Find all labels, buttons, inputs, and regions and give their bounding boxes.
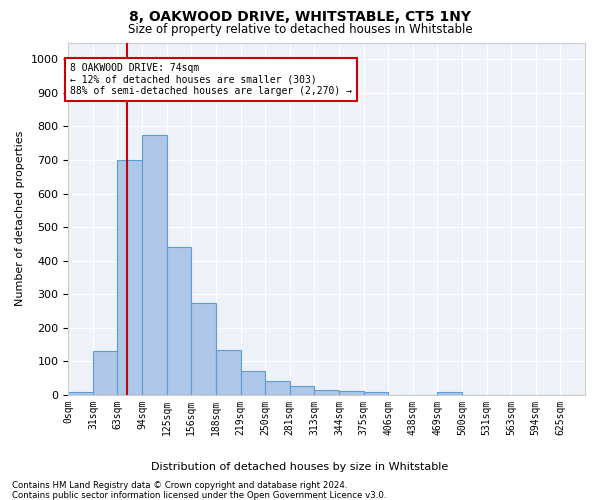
- Bar: [191, 302, 216, 395]
- Bar: [339, 391, 364, 395]
- Bar: [290, 386, 314, 395]
- Bar: [265, 382, 290, 395]
- Text: Size of property relative to detached houses in Whitstable: Size of property relative to detached ho…: [128, 22, 472, 36]
- Text: Contains HM Land Registry data © Crown copyright and database right 2024.: Contains HM Land Registry data © Crown c…: [12, 481, 347, 490]
- Bar: [314, 390, 339, 395]
- Bar: [364, 392, 388, 395]
- Bar: [216, 350, 241, 395]
- Text: Contains public sector information licensed under the Open Government Licence v3: Contains public sector information licen…: [12, 491, 386, 500]
- Bar: [118, 160, 142, 395]
- Bar: [241, 372, 265, 395]
- Bar: [68, 392, 93, 395]
- Text: Distribution of detached houses by size in Whitstable: Distribution of detached houses by size …: [151, 462, 449, 472]
- Text: 8, OAKWOOD DRIVE, WHITSTABLE, CT5 1NY: 8, OAKWOOD DRIVE, WHITSTABLE, CT5 1NY: [129, 10, 471, 24]
- Bar: [167, 247, 191, 395]
- Bar: [142, 135, 167, 395]
- Bar: [93, 352, 118, 395]
- Text: 8 OAKWOOD DRIVE: 74sqm
← 12% of detached houses are smaller (303)
88% of semi-de: 8 OAKWOOD DRIVE: 74sqm ← 12% of detached…: [70, 62, 352, 96]
- Y-axis label: Number of detached properties: Number of detached properties: [15, 131, 25, 306]
- Bar: [437, 392, 462, 395]
